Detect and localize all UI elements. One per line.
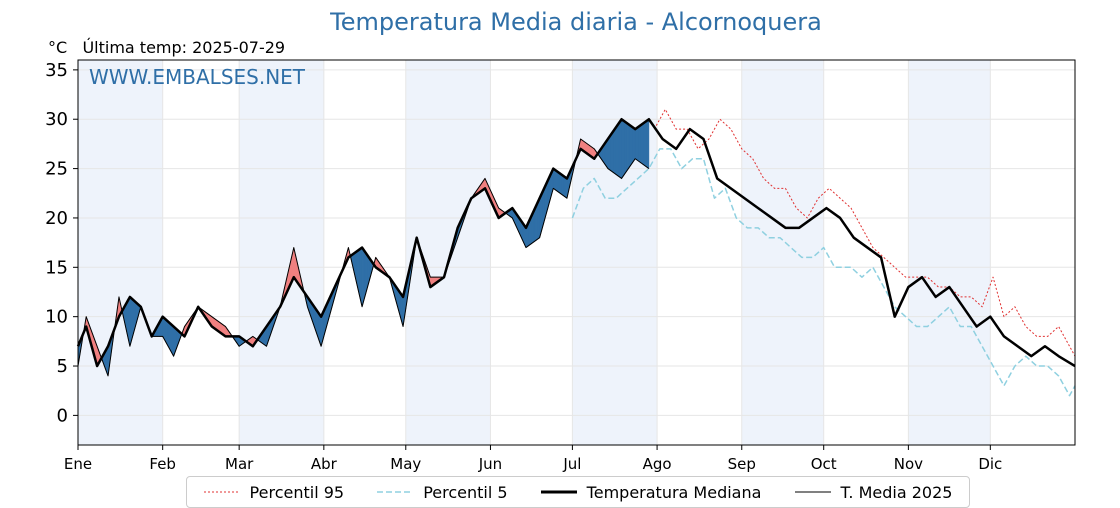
anomaly-fill [558, 171, 562, 195]
anomaly-fill [643, 120, 647, 168]
legend-item-media2025: T. Media 2025 [794, 482, 953, 502]
chart-subtitle: °C Última temp: 2025-07-29 [48, 38, 285, 57]
legend-item-p95: Percentil 95 [203, 482, 345, 502]
x-tick-label: Ene [64, 455, 92, 473]
y-tick-label: 10 [45, 307, 68, 328]
legend-label-p5: Percentil 5 [423, 482, 508, 502]
anomaly-fill [645, 118, 650, 170]
month-shading [78, 60, 991, 445]
anomaly-fill [555, 169, 560, 193]
y-tick-label: 0 [57, 405, 68, 426]
series-line-percentil-5 [571, 148, 1076, 397]
x-tick-label: Ago [643, 455, 672, 473]
series-lines [76, 108, 1076, 397]
month-shade [78, 60, 163, 445]
anomaly-fill [640, 122, 644, 166]
legend-label-p95: Percentil 95 [249, 482, 345, 502]
grid-lines [77, 60, 1075, 445]
anomaly-fill [621, 118, 625, 180]
legend: Percentil 95 Percentil 5 Temperatura Med… [186, 476, 970, 508]
anomaly-fill [563, 175, 568, 199]
y-tick-label: 20 [45, 208, 68, 229]
series-line-temperatura-mediana [76, 117, 1076, 368]
unit-label: °C [48, 38, 68, 57]
anomaly-fill [561, 173, 565, 197]
anomaly-fill [634, 126, 639, 162]
anomaly-fill [629, 124, 633, 168]
x-tick-label: Sep [728, 455, 756, 473]
watermark: WWW.EMBALSES.NET [89, 65, 306, 89]
anomaly-fill [624, 120, 628, 176]
chart-title: Temperatura Media diaria - Alcornoquera [330, 8, 822, 36]
x-tick-label: Feb [149, 455, 176, 473]
y-tick-label: 25 [45, 159, 68, 180]
x-tick-label: Nov [894, 455, 923, 473]
month-shade [572, 60, 658, 445]
x-tick-label: Dic [978, 455, 1002, 473]
anomaly-fill [613, 126, 617, 176]
month-shade [239, 60, 324, 445]
last-temp-label: Última temp: 2025-07-29 [82, 38, 286, 57]
anomaly-fill [626, 122, 631, 172]
x-tick-label: Mar [225, 455, 254, 473]
anomaly-fill [610, 130, 614, 174]
month-shade [405, 60, 491, 445]
anomaly-fill [632, 126, 636, 164]
y-tick-label: 35 [45, 60, 68, 81]
month-shade [908, 60, 991, 445]
x-tick-label: Abr [311, 455, 338, 473]
legend-item-median: Temperatura Mediana [540, 482, 762, 502]
anomaly-fill [615, 122, 620, 178]
y-tick-label: 15 [45, 257, 68, 278]
month-shade [741, 60, 824, 445]
x-tick-label: May [390, 455, 421, 473]
legend-label-media2025: T. Media 2025 [840, 482, 953, 502]
x-tick-label: Oct [811, 455, 837, 473]
legend-item-p5: Percentil 5 [377, 482, 508, 502]
series-line-percentil-95 [653, 108, 1076, 357]
plot-frame [77, 59, 1076, 446]
series-line-t-media-2025 [77, 138, 650, 377]
x-tick-label: Jul [562, 455, 581, 473]
legend-label-median: Temperatura Mediana [586, 482, 762, 502]
anomaly-fill [637, 124, 641, 164]
y-tick-label: 5 [57, 356, 68, 377]
anomaly-fill [618, 118, 622, 180]
anomaly-fill [552, 168, 557, 191]
y-tick-label: 30 [45, 109, 68, 130]
axes: 0 5 10 15 20 25 30 35 Ene Feb Mar Abr May Jun Jul Ago Se… [45, 59, 1076, 473]
x-tick-label: Jun [478, 455, 502, 473]
